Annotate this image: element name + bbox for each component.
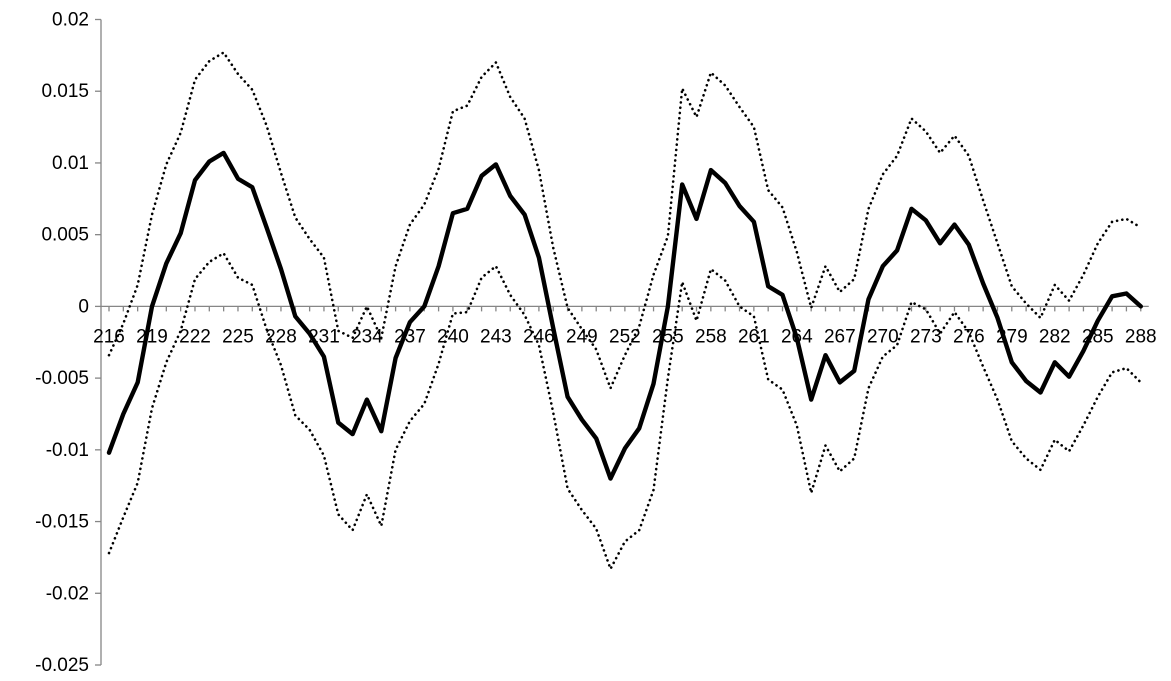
y-tick-label: 0.01 (52, 153, 89, 174)
x-tick-label: 240 (437, 326, 469, 347)
y-tick-label: -0.015 (35, 512, 89, 533)
x-tick-label: 267 (824, 326, 856, 347)
y-tick-label: -0.025 (35, 655, 89, 676)
y-tick-label: 0 (78, 296, 89, 317)
y-axis: 0.02 0.015 0.01 0.005 0 -0.005 -0.01 -0.015 -0.0… (35, 10, 102, 676)
x-tick-label: 282 (1039, 326, 1071, 347)
y-tick-label: 0.005 (41, 225, 89, 246)
y-tick-label: -0.02 (46, 583, 89, 604)
series-line-solid (106, 150, 1143, 481)
x-tick-label: 258 (695, 326, 727, 347)
x-tick-label: 252 (609, 326, 641, 347)
x-tick-label: 270 (867, 326, 899, 347)
series-line-dotted-1 (107, 51, 1143, 390)
x-tick-label: 255 (652, 326, 684, 347)
x-tick-label: 276 (953, 326, 985, 347)
x-axis: 216 219 222 225 228 231 234 237 240 243 246 249 252 2… (93, 305, 1157, 347)
x-tick-label: 261 (738, 326, 770, 347)
x-tick-label: 246 (523, 326, 555, 347)
x-tick-label: 249 (566, 326, 598, 347)
x-tick-label: 216 (93, 326, 125, 347)
x-tick-label: 219 (136, 326, 168, 347)
y-tick-label: 0.02 (52, 10, 89, 31)
x-tick-label: 225 (222, 326, 254, 347)
y-tick-label: -0.01 (46, 440, 89, 461)
y-tick-label: -0.005 (35, 368, 89, 389)
x-tick-label: 222 (179, 326, 211, 347)
x-tick-label: 273 (910, 326, 942, 347)
y-tick-label: 0.015 (41, 81, 89, 102)
series-line-dotted-2 (107, 252, 1143, 571)
x-tick-label: 288 (1125, 326, 1157, 347)
x-tick-label: 228 (265, 326, 297, 347)
series-lines (106, 51, 1143, 571)
x-tick-label: 243 (480, 326, 512, 347)
x-tick-label: 234 (351, 326, 383, 347)
